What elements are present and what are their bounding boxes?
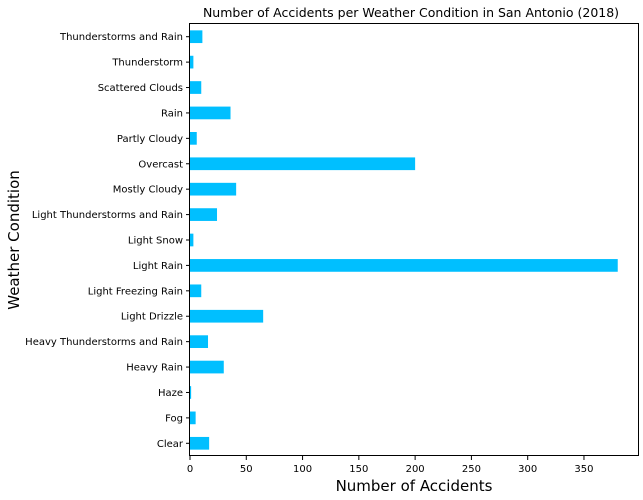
x-tick-label: 300 xyxy=(518,464,537,475)
bar xyxy=(190,157,416,171)
y-tick-label: Light Rain xyxy=(133,261,183,272)
y-tick-label: Light Thunderstorms and Rain xyxy=(32,210,183,221)
y-tick-label: Heavy Thunderstorms and Rain xyxy=(25,337,183,348)
bar xyxy=(190,106,231,120)
y-axis: Clear Fog Haze Heavy Rain Heavy Thunderstorm… xyxy=(25,32,190,450)
x-tick-label: 50 xyxy=(240,464,253,475)
bar xyxy=(190,81,202,94)
chart-title: Number of Accidents per Weather Conditio… xyxy=(203,5,619,20)
y-tick-label: Fog xyxy=(165,413,183,424)
y-tick-label: Partly Cloudy xyxy=(117,134,183,145)
y-tick-label: Overcast xyxy=(138,159,183,170)
x-tick-label: 150 xyxy=(349,464,368,475)
y-tick-label: Thunderstorms and Rain xyxy=(59,32,183,43)
y-tick-label: Scattered Clouds xyxy=(98,83,183,94)
bar xyxy=(190,208,218,221)
bar xyxy=(190,55,194,69)
bar xyxy=(190,182,237,196)
bar xyxy=(190,411,196,425)
y-axis-label: Weather Condition xyxy=(5,170,23,310)
x-tick-label: 350 xyxy=(574,464,593,475)
bar xyxy=(190,259,618,272)
bar xyxy=(190,132,197,145)
bar xyxy=(190,335,209,348)
bar xyxy=(190,30,203,44)
plot-frame xyxy=(189,23,639,456)
x-axis-label: Number of Accidents xyxy=(336,477,493,495)
y-tick-label: Heavy Rain xyxy=(126,363,183,374)
y-tick-label: Light Snow xyxy=(128,236,183,247)
bar xyxy=(190,436,210,450)
bar xyxy=(190,360,224,374)
y-tick-label: Thunderstorm xyxy=(111,58,183,69)
bar xyxy=(190,386,192,399)
x-tick-label: 250 xyxy=(462,464,481,475)
y-tick-label: Clear xyxy=(157,439,184,450)
y-tick-label: Mostly Cloudy xyxy=(113,185,183,196)
bar xyxy=(190,233,194,247)
x-axis: 0 50 100 150 200 250 300 350 xyxy=(187,456,594,475)
y-tick-label: Haze xyxy=(158,388,183,399)
y-tick-label: Light Freezing Rain xyxy=(88,286,183,297)
bar xyxy=(190,284,202,298)
x-tick-label: 100 xyxy=(293,464,312,475)
bars-group xyxy=(190,30,618,450)
x-tick-label: 0 xyxy=(187,464,193,475)
y-tick-label: Rain xyxy=(161,108,183,119)
y-tick-label: Light Drizzle xyxy=(121,312,183,323)
x-tick-label: 200 xyxy=(406,464,425,475)
bar xyxy=(190,309,264,323)
